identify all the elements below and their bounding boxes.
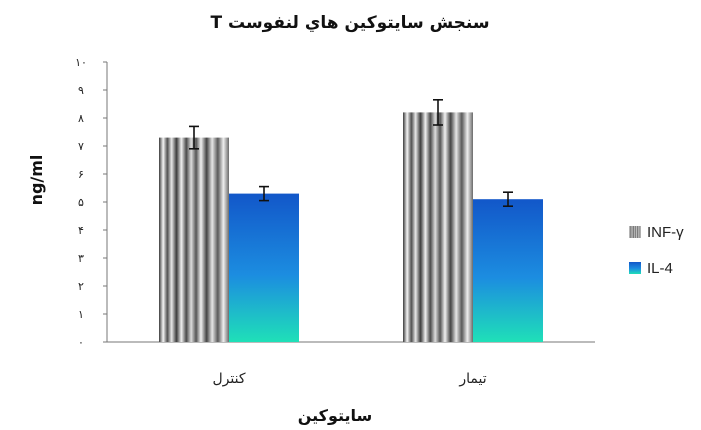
bar-inf-2 [403,112,473,343]
legend-label: IL-4 [647,260,673,277]
bar-inf-1 [159,137,229,342]
bar-il4-2 [473,199,543,342]
error-bars [189,99,513,207]
y-tick-label: ۶ [78,168,84,181]
y-tick-label: ۵ [78,196,84,209]
x-tick-label: کنترل [212,371,245,387]
legend-swatch-il4 [629,262,641,274]
chart-title: سنجش سايتوكين هاي لنفوست T [210,13,489,33]
y-tick-label: ۰ [78,336,84,349]
legend-swatch-inf [629,226,641,238]
bars [159,112,543,343]
y-tick-label: ۷ [78,140,84,153]
y-tick-label: ۱ [78,308,84,321]
legend: INF-γ IL-4 [629,224,684,277]
y-tick-label: ۴ [78,224,84,237]
x-tick-label: تیمار [458,371,486,387]
legend-label: INF-γ [647,224,684,241]
bar-il4-1 [229,193,299,342]
y-tick-label: ۳ [78,252,84,265]
y-tick-label: ۱۰ [75,56,87,69]
y-tick-label: ۸ [78,112,84,125]
y-axis-title: ng/ml [27,155,46,206]
x-axis-title: سايتوكين [298,406,373,425]
x-tick-labels: کنترل تیمار [212,371,486,387]
y-tick-label: ۲ [78,280,84,293]
y-tick-label: ۹ [78,84,84,97]
